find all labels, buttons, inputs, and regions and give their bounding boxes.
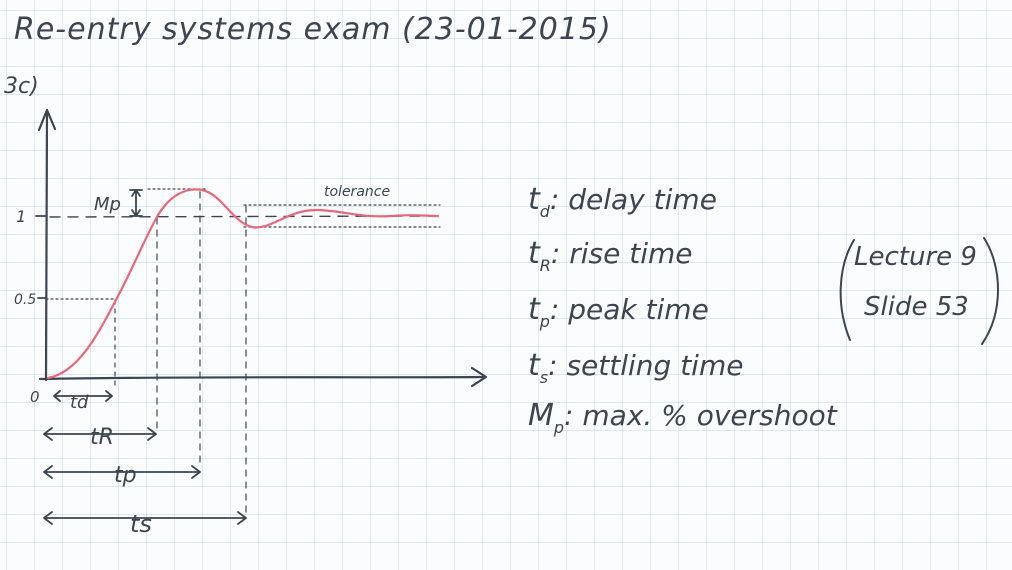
question-number: 3c)	[4, 74, 39, 99]
tr-label: tR	[90, 425, 114, 450]
legend-symbol: t	[528, 236, 540, 271]
legend-subscript: R	[539, 256, 551, 275]
legend-text: : rise time	[550, 237, 693, 270]
legend-item-max-overshoot: Mp: max. % overshoot	[528, 398, 837, 437]
td-arrow	[53, 390, 113, 402]
legend-text: : delay time	[549, 183, 717, 216]
legend-text: : settling time	[548, 349, 744, 382]
legend-subscript: p	[553, 418, 565, 437]
tp-label: tp	[114, 463, 137, 488]
y-tick-label-1: 1	[16, 207, 26, 226]
page-title: Re-entry systems exam (23-01-2015)	[14, 12, 612, 47]
legend-symbol: t	[528, 182, 540, 217]
legend-subscript: s	[539, 368, 549, 387]
ts-arrow	[43, 511, 247, 525]
legend-item-settling-time: ts: settling time	[528, 348, 743, 387]
tolerance-label: tolerance	[324, 184, 390, 200]
origin-label: 0	[30, 388, 40, 406]
tr-arrow	[43, 427, 157, 441]
y-axis-arrowhead	[37, 108, 57, 132]
x-axis	[38, 375, 486, 381]
legend-subscript: p	[539, 312, 550, 331]
legend-item-delay-time: td: delay time	[528, 182, 717, 221]
reference-parentheses	[839, 237, 999, 345]
legend-symbol: M	[528, 398, 554, 433]
legend-symbol: t	[528, 292, 540, 327]
x-axis-arrowhead	[470, 366, 488, 388]
legend-text: : peak time	[549, 293, 709, 326]
reference-lecture: Lecture 9	[854, 242, 977, 272]
response-curve	[46, 188, 440, 380]
reference-slide: Slide 53	[864, 292, 969, 322]
legend-item-rise-time: tR: rise time	[528, 236, 693, 275]
y-axis	[44, 110, 49, 382]
ts-label: ts	[130, 510, 152, 538]
mp-label: Mp	[94, 194, 121, 215]
legend-subscript: d	[539, 202, 550, 221]
mp-marker	[129, 189, 143, 217]
legend-text: : max. % overshoot	[564, 399, 837, 432]
y-tick-label-half: 0.5	[14, 292, 36, 308]
tp-arrow	[43, 465, 201, 479]
lecture-reference: Lecture 9 Slide 53	[834, 236, 1004, 346]
td-label: td	[70, 392, 89, 413]
legend-item-peak-time: tp: peak time	[528, 292, 709, 331]
legend-symbol: t	[528, 348, 540, 383]
